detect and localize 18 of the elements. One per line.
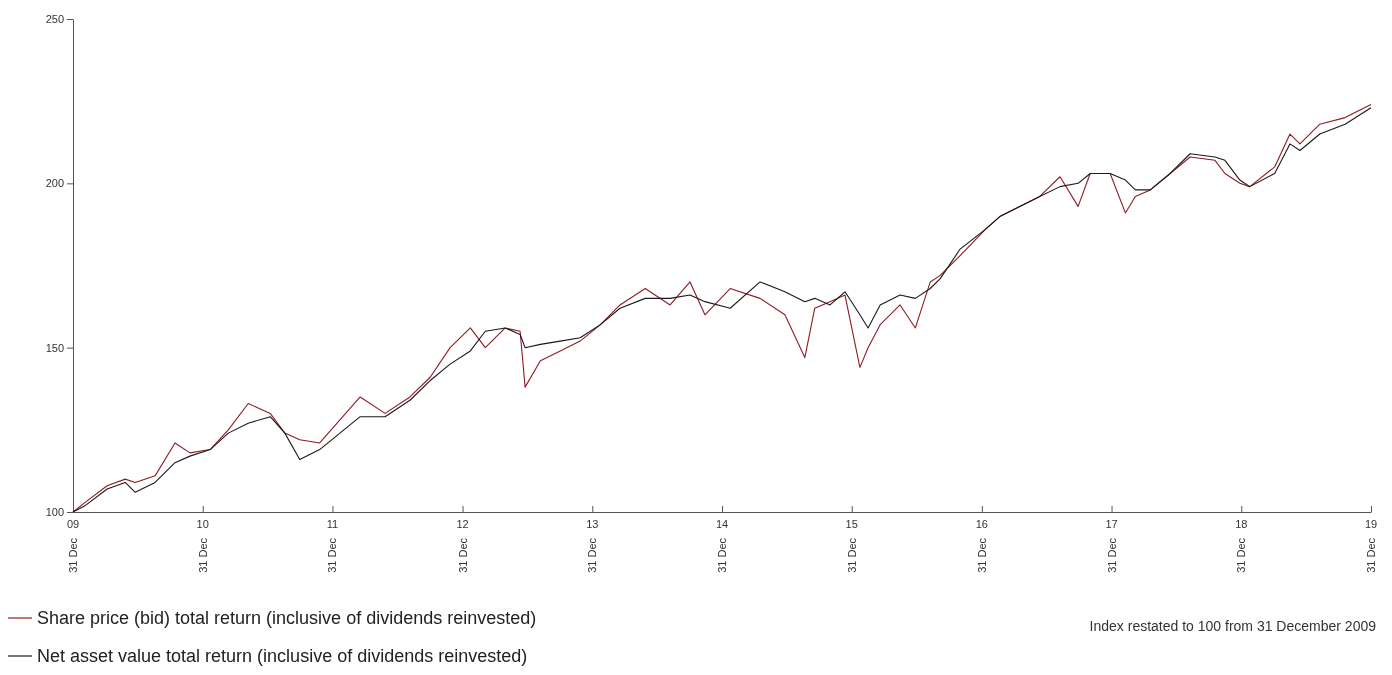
x-tick-label: 09 31 Dec xyxy=(66,518,80,573)
y-tick-label: 200 xyxy=(45,177,64,190)
y-tick-label: 150 xyxy=(45,341,64,354)
x-tick-label: 13 31 Dec xyxy=(586,518,599,573)
text: Index restated to 100 from 31 December 2009 xyxy=(1089,618,1377,634)
legend-label: Share price (bid) total return (inclusive of dividends reinvested) xyxy=(37,608,537,628)
x-tick-label: 11 31 Dec xyxy=(326,518,339,573)
x-tick-label: 17 31 Dec xyxy=(1105,518,1118,573)
x-tick-label: 19 31 Dec xyxy=(1364,518,1378,573)
x-tick-label: 14 31 Dec xyxy=(715,518,729,573)
x-tick-label: 16 31 Dec xyxy=(975,518,988,573)
x-tick-label: 10 31 Dec xyxy=(196,518,209,573)
y-tick-label: 100 xyxy=(45,506,64,519)
y-tick-label: 250 xyxy=(45,13,64,26)
x-tick-label: 15 31 Dec xyxy=(845,518,858,573)
x-tick-label: 18 31 Dec xyxy=(1235,518,1248,573)
legend-label: Net asset value total return (inclusive of dividends reinvested) xyxy=(37,646,528,666)
x-tick-label: 12 31 Dec xyxy=(456,518,469,573)
